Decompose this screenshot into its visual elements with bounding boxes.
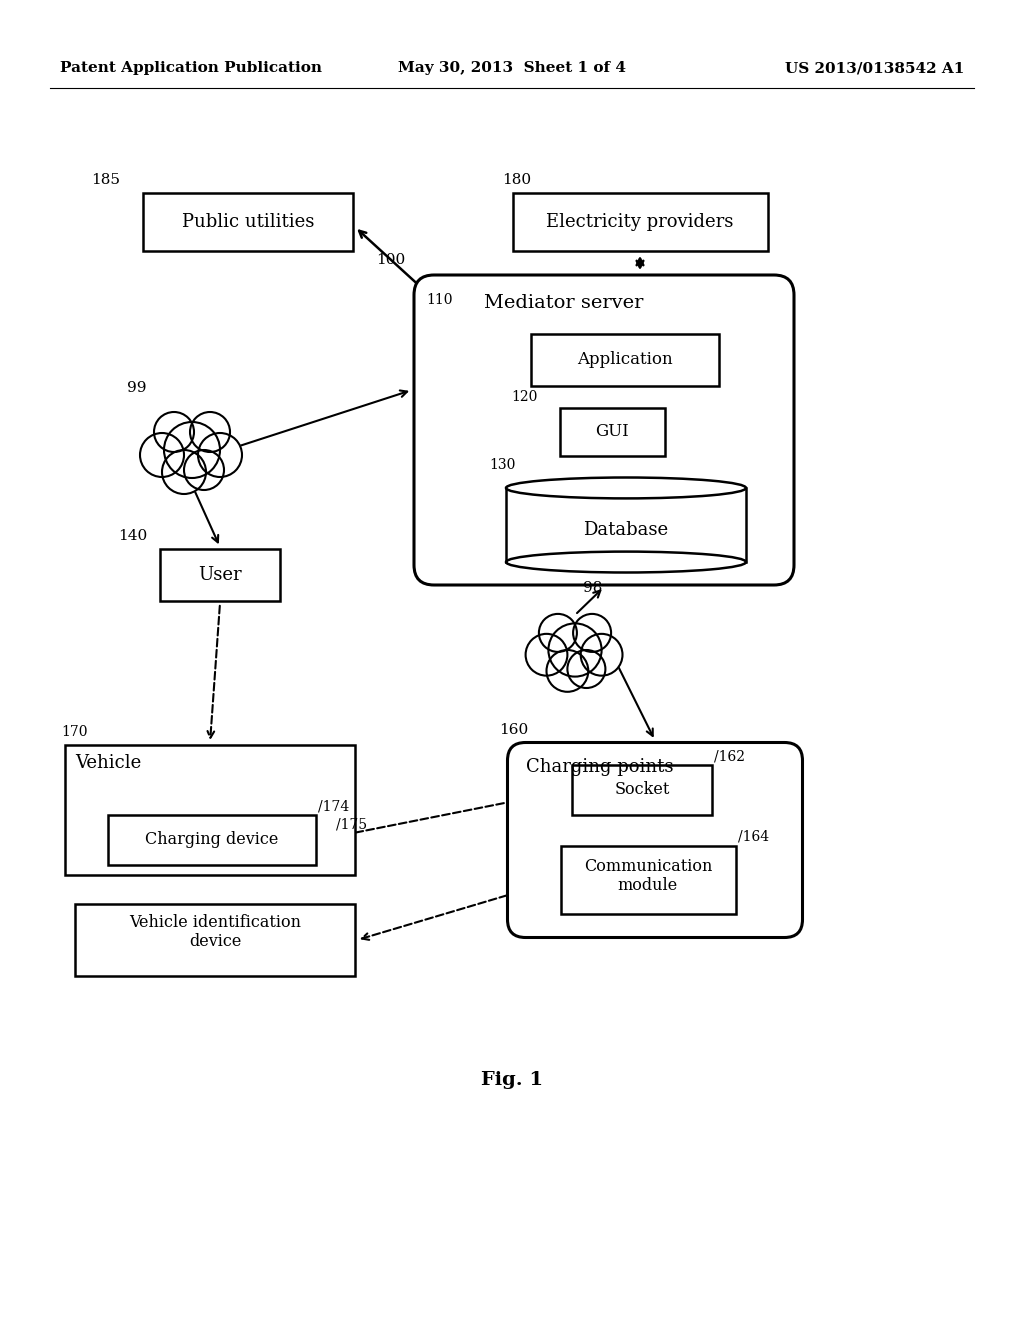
Text: /174: /174 xyxy=(318,799,349,813)
FancyBboxPatch shape xyxy=(414,275,794,585)
Text: 160: 160 xyxy=(500,722,528,737)
Text: Database: Database xyxy=(584,521,669,539)
Circle shape xyxy=(547,649,589,692)
Text: /162: /162 xyxy=(714,748,745,763)
Circle shape xyxy=(581,634,623,676)
Text: 130: 130 xyxy=(489,458,516,473)
Text: Public utilities: Public utilities xyxy=(182,213,314,231)
Text: Fig. 1: Fig. 1 xyxy=(481,1071,543,1089)
Ellipse shape xyxy=(506,552,746,573)
Text: Communication
module: Communication module xyxy=(584,858,712,895)
Bar xyxy=(559,408,665,455)
Bar xyxy=(108,814,316,865)
Text: 120: 120 xyxy=(512,389,538,404)
Text: US 2013/0138542 A1: US 2013/0138542 A1 xyxy=(784,61,964,75)
Text: Patent Application Publication: Patent Application Publication xyxy=(60,61,322,75)
Text: Application: Application xyxy=(578,351,673,368)
Text: Charging device: Charging device xyxy=(145,832,279,849)
Bar xyxy=(531,334,719,385)
Circle shape xyxy=(154,412,194,451)
Circle shape xyxy=(539,614,577,652)
Text: Electricity providers: Electricity providers xyxy=(547,213,733,231)
Circle shape xyxy=(162,450,206,494)
Circle shape xyxy=(164,422,220,478)
Circle shape xyxy=(184,450,224,490)
Text: Socket: Socket xyxy=(614,781,670,799)
FancyBboxPatch shape xyxy=(508,742,803,937)
Bar xyxy=(506,488,746,562)
Bar xyxy=(143,193,353,251)
Circle shape xyxy=(525,634,567,676)
Text: /175: /175 xyxy=(336,818,368,832)
Text: Vehicle identification
device: Vehicle identification device xyxy=(129,913,301,950)
Text: 98: 98 xyxy=(583,581,602,595)
Text: 99: 99 xyxy=(127,381,146,395)
Bar xyxy=(65,744,355,875)
Text: Charging points: Charging points xyxy=(525,758,673,776)
Text: 185: 185 xyxy=(91,173,120,187)
Circle shape xyxy=(190,412,230,451)
Circle shape xyxy=(573,614,611,652)
Circle shape xyxy=(140,433,184,477)
Circle shape xyxy=(198,433,242,477)
Bar xyxy=(75,904,355,975)
Text: Mediator server: Mediator server xyxy=(484,294,643,312)
Text: 100: 100 xyxy=(376,253,406,267)
Bar xyxy=(560,846,735,913)
Text: 170: 170 xyxy=(61,725,87,739)
Bar xyxy=(512,193,768,251)
Text: Vehicle: Vehicle xyxy=(75,754,141,772)
Bar xyxy=(160,549,280,601)
Text: 180: 180 xyxy=(503,173,531,187)
Text: User: User xyxy=(199,566,242,583)
Ellipse shape xyxy=(506,478,746,499)
Text: 110: 110 xyxy=(426,293,453,308)
Text: /164: /164 xyxy=(737,830,769,843)
Circle shape xyxy=(549,623,602,677)
Text: May 30, 2013  Sheet 1 of 4: May 30, 2013 Sheet 1 of 4 xyxy=(398,61,626,75)
Text: 140: 140 xyxy=(118,529,147,543)
Circle shape xyxy=(567,649,605,688)
Text: GUI: GUI xyxy=(595,424,629,441)
Bar xyxy=(572,766,712,814)
